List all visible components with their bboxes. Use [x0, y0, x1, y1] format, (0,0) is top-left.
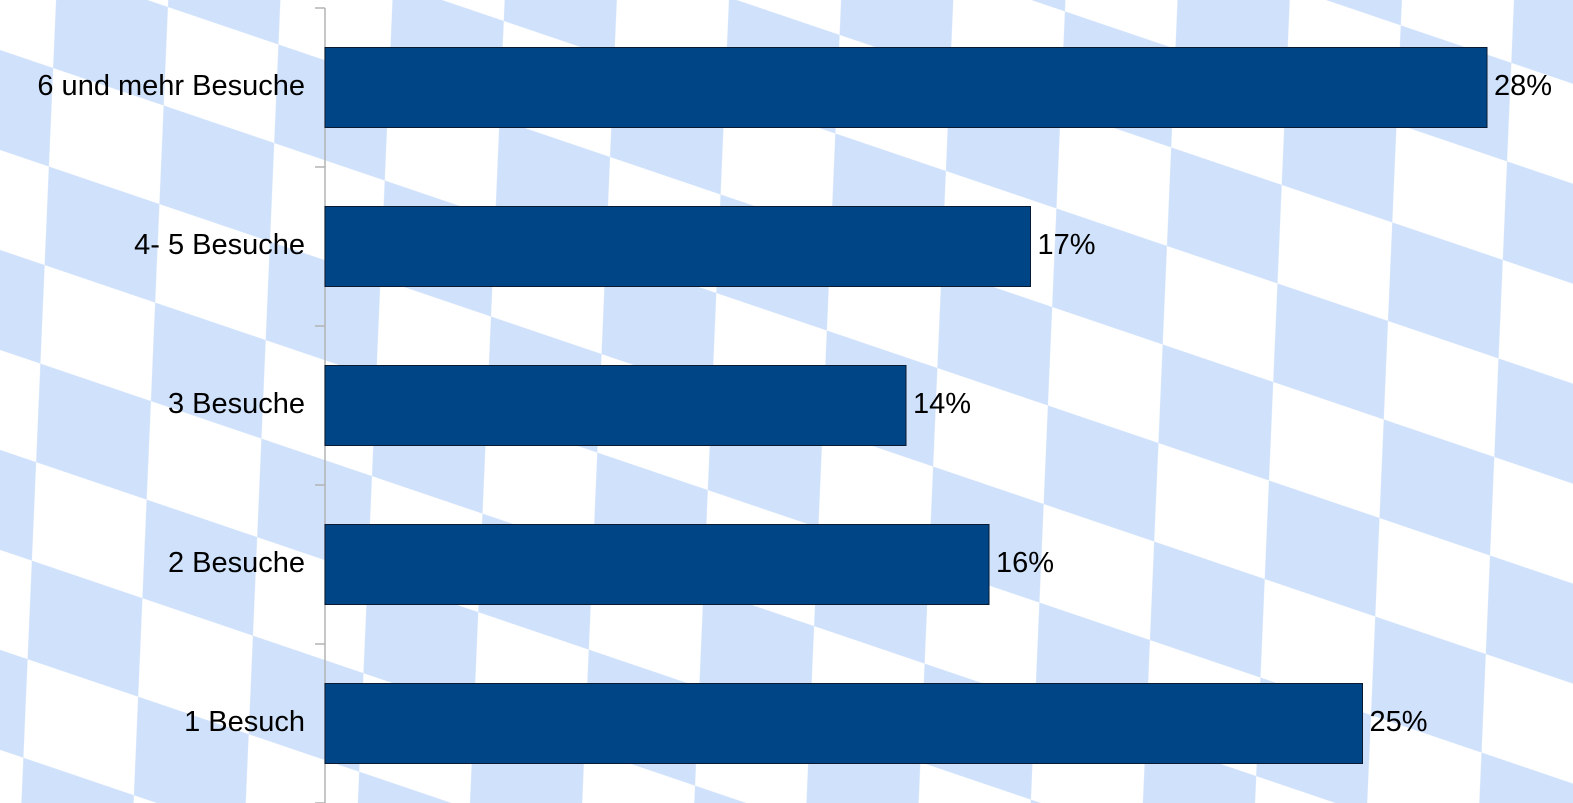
y-tick-label: 6 und mehr Besuche [37, 70, 305, 102]
data-label: 14% [913, 388, 971, 420]
y-tick-label: 4- 5 Besuche [134, 229, 305, 261]
bar [324, 524, 990, 605]
bar [324, 365, 907, 446]
bar [324, 47, 1488, 128]
data-label: 16% [996, 547, 1054, 579]
y-tick-label: 2 Besuche [168, 547, 305, 579]
data-label: 28% [1494, 70, 1552, 102]
data-label: 25% [1370, 706, 1428, 738]
data-label: 17% [1038, 229, 1096, 261]
y-tick-label: 1 Besuch [184, 706, 305, 738]
bar [324, 206, 1031, 287]
y-tick-label: 3 Besuche [168, 388, 305, 420]
bar [324, 683, 1363, 764]
